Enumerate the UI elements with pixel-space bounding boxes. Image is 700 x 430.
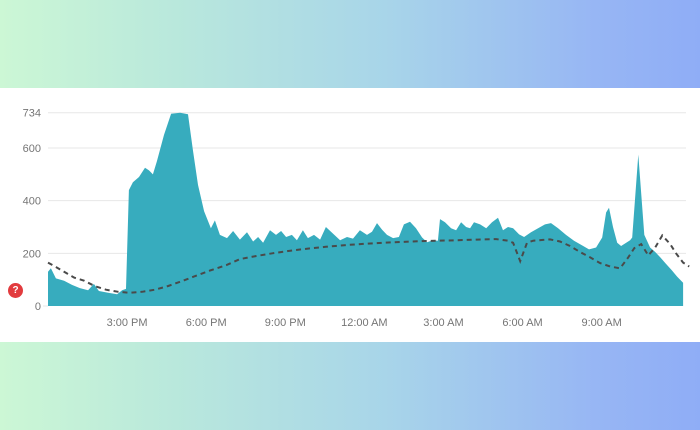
help-badge[interactable]: ?: [8, 283, 23, 298]
x-axis-tick-label: 6:00 AM: [502, 317, 542, 329]
chart-card: 0 200 400 600 734 3:00 PM 6:00 PM 9:00 PM 12:00…: [0, 88, 700, 342]
y-axis-tick-label: 600: [23, 143, 41, 155]
x-axis-tick-label: 9:00 PM: [265, 317, 306, 329]
y-axis-tick-label: 400: [23, 196, 41, 208]
x-axis-tick-label: 3:00 AM: [423, 317, 463, 329]
y-axis-tick-label: 0: [35, 301, 41, 313]
trend-dashed-line: [47, 233, 690, 294]
x-axis-tick-label: 9:00 AM: [581, 317, 621, 329]
x-axis-tick-label: 3:00 PM: [107, 317, 148, 329]
x-axis-tick-label: 12:00 AM: [341, 317, 387, 329]
y-axis-tick-label: 734: [23, 108, 41, 120]
x-axis-tick-label: 6:00 PM: [186, 317, 227, 329]
x-axis-labels: 3:00 PM 6:00 PM 9:00 PM 12:00 AM 3:00 AM 6:00…: [107, 317, 622, 329]
y-axis-labels: 0 200 400 600 734: [23, 108, 41, 313]
area-series: [48, 112, 684, 306]
y-axis-tick-label: 200: [23, 248, 41, 260]
question-mark-icon: ?: [12, 285, 19, 296]
chart-svg: 0 200 400 600 734 3:00 PM 6:00 PM 9:00 PM 12:00…: [23, 108, 690, 329]
